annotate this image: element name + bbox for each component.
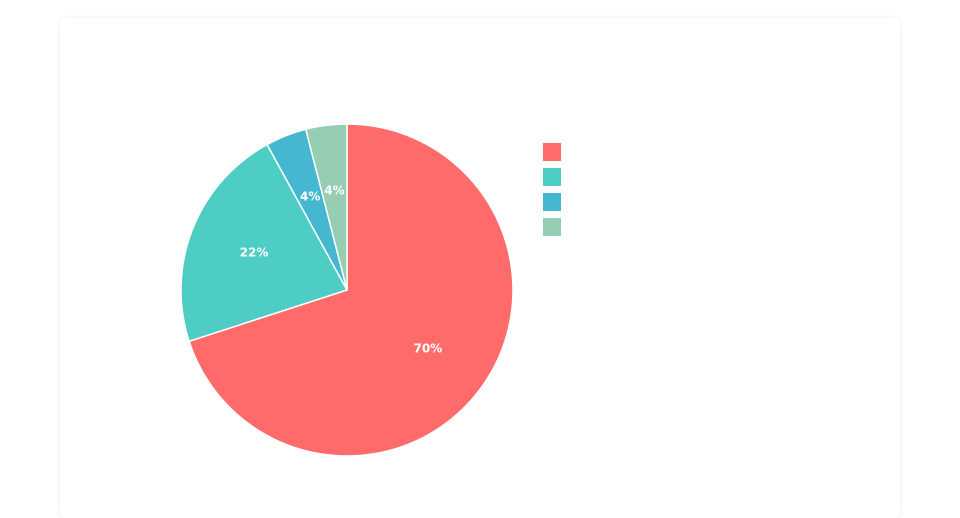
chart: 70% 22% 4% 4% (180, 123, 561, 457)
legend-swatch (543, 193, 561, 211)
slice-label: 4% (300, 190, 320, 204)
slice-label: 70% (414, 341, 443, 355)
page: {"chart_data": {"type": "pie", "categori… (180, 123, 561, 457)
pie-slice (180, 143, 349, 343)
pie-slice (304, 123, 348, 291)
slice-label: 22% (240, 246, 269, 260)
legend-swatch (543, 218, 561, 236)
slice-label: 4% (324, 183, 344, 197)
legend-swatch (543, 143, 561, 161)
legend-swatch (543, 168, 561, 186)
pie-slice (188, 123, 514, 457)
